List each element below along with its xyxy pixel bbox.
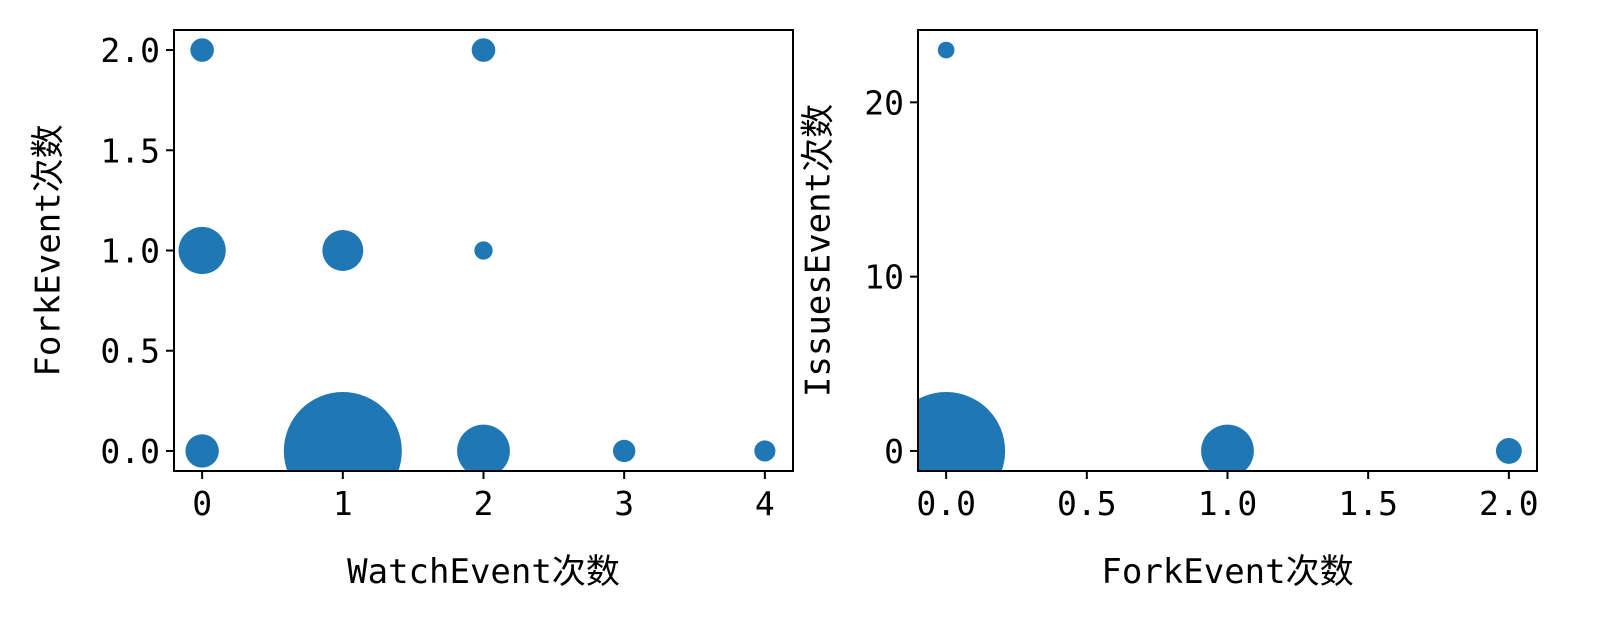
plot-frame xyxy=(917,29,1538,472)
data-point xyxy=(937,41,955,59)
data-point xyxy=(612,439,636,463)
y-axis-label: IssuesEvent次数 xyxy=(799,104,839,397)
x-tick-label: 2 xyxy=(474,484,494,523)
x-axis-label: WatchEvent次数 xyxy=(347,552,620,592)
data-point xyxy=(918,391,1006,471)
data-point xyxy=(283,391,402,471)
y-ticks: 0 10 20 xyxy=(864,83,918,471)
x-tick-label: 0.5 xyxy=(1057,484,1117,523)
x-tick-label: 4 xyxy=(755,484,775,523)
x-tick-label: 0 xyxy=(192,484,212,523)
data-point xyxy=(457,424,510,471)
x-ticks: 0.0 0.5 1.0 1.5 2.0 xyxy=(916,471,1539,523)
y-tick-label: 0.0 xyxy=(100,432,160,471)
points-layer xyxy=(918,41,1522,471)
points-layer xyxy=(178,38,776,471)
y-axis-label: ForkEvent次数 xyxy=(29,124,69,376)
data-point xyxy=(1201,424,1254,471)
y-tick-label: 1.0 xyxy=(100,232,160,271)
x-tick-label: 1.5 xyxy=(1338,484,1398,523)
data-point xyxy=(322,230,364,271)
x-tick-label: 1.0 xyxy=(1198,484,1258,523)
data-point xyxy=(190,38,214,62)
x-ticks: 0 1 2 3 4 xyxy=(192,471,775,523)
data-point xyxy=(754,440,776,462)
x-tick-label: 1 xyxy=(333,484,353,523)
x-axis-label: ForkEvent次数 xyxy=(1101,552,1353,592)
plot-frame xyxy=(173,29,794,472)
y-tick-label: 10 xyxy=(864,258,904,297)
x-tick-label: 0.0 xyxy=(916,484,976,523)
data-point xyxy=(471,38,496,62)
y-tick-label: 1.5 xyxy=(100,131,160,170)
y-tick-label: 2.0 xyxy=(100,31,160,70)
x-tick-label: 3 xyxy=(614,484,634,523)
y-tick-label: 0.5 xyxy=(100,332,160,371)
scatter-plot-watch-vs-fork: 0 1 2 3 4 0.0 0.5 1.0 1.5 2.0 WatchEvent次数 ForkE… xyxy=(29,29,794,592)
x-tick-label: 2.0 xyxy=(1479,484,1539,523)
data-point xyxy=(474,241,493,260)
data-point xyxy=(178,226,226,275)
y-tick-label: 20 xyxy=(864,83,904,122)
data-point xyxy=(1495,438,1522,464)
y-tick-label: 0 xyxy=(884,432,904,471)
data-point xyxy=(185,434,219,468)
scatter-plot-fork-vs-issues: 0.0 0.5 1.0 1.5 2.0 0 10 20 ForkEvent次数 Issues… xyxy=(799,29,1539,592)
y-ticks: 0.0 0.5 1.0 1.5 2.0 xyxy=(100,31,174,471)
